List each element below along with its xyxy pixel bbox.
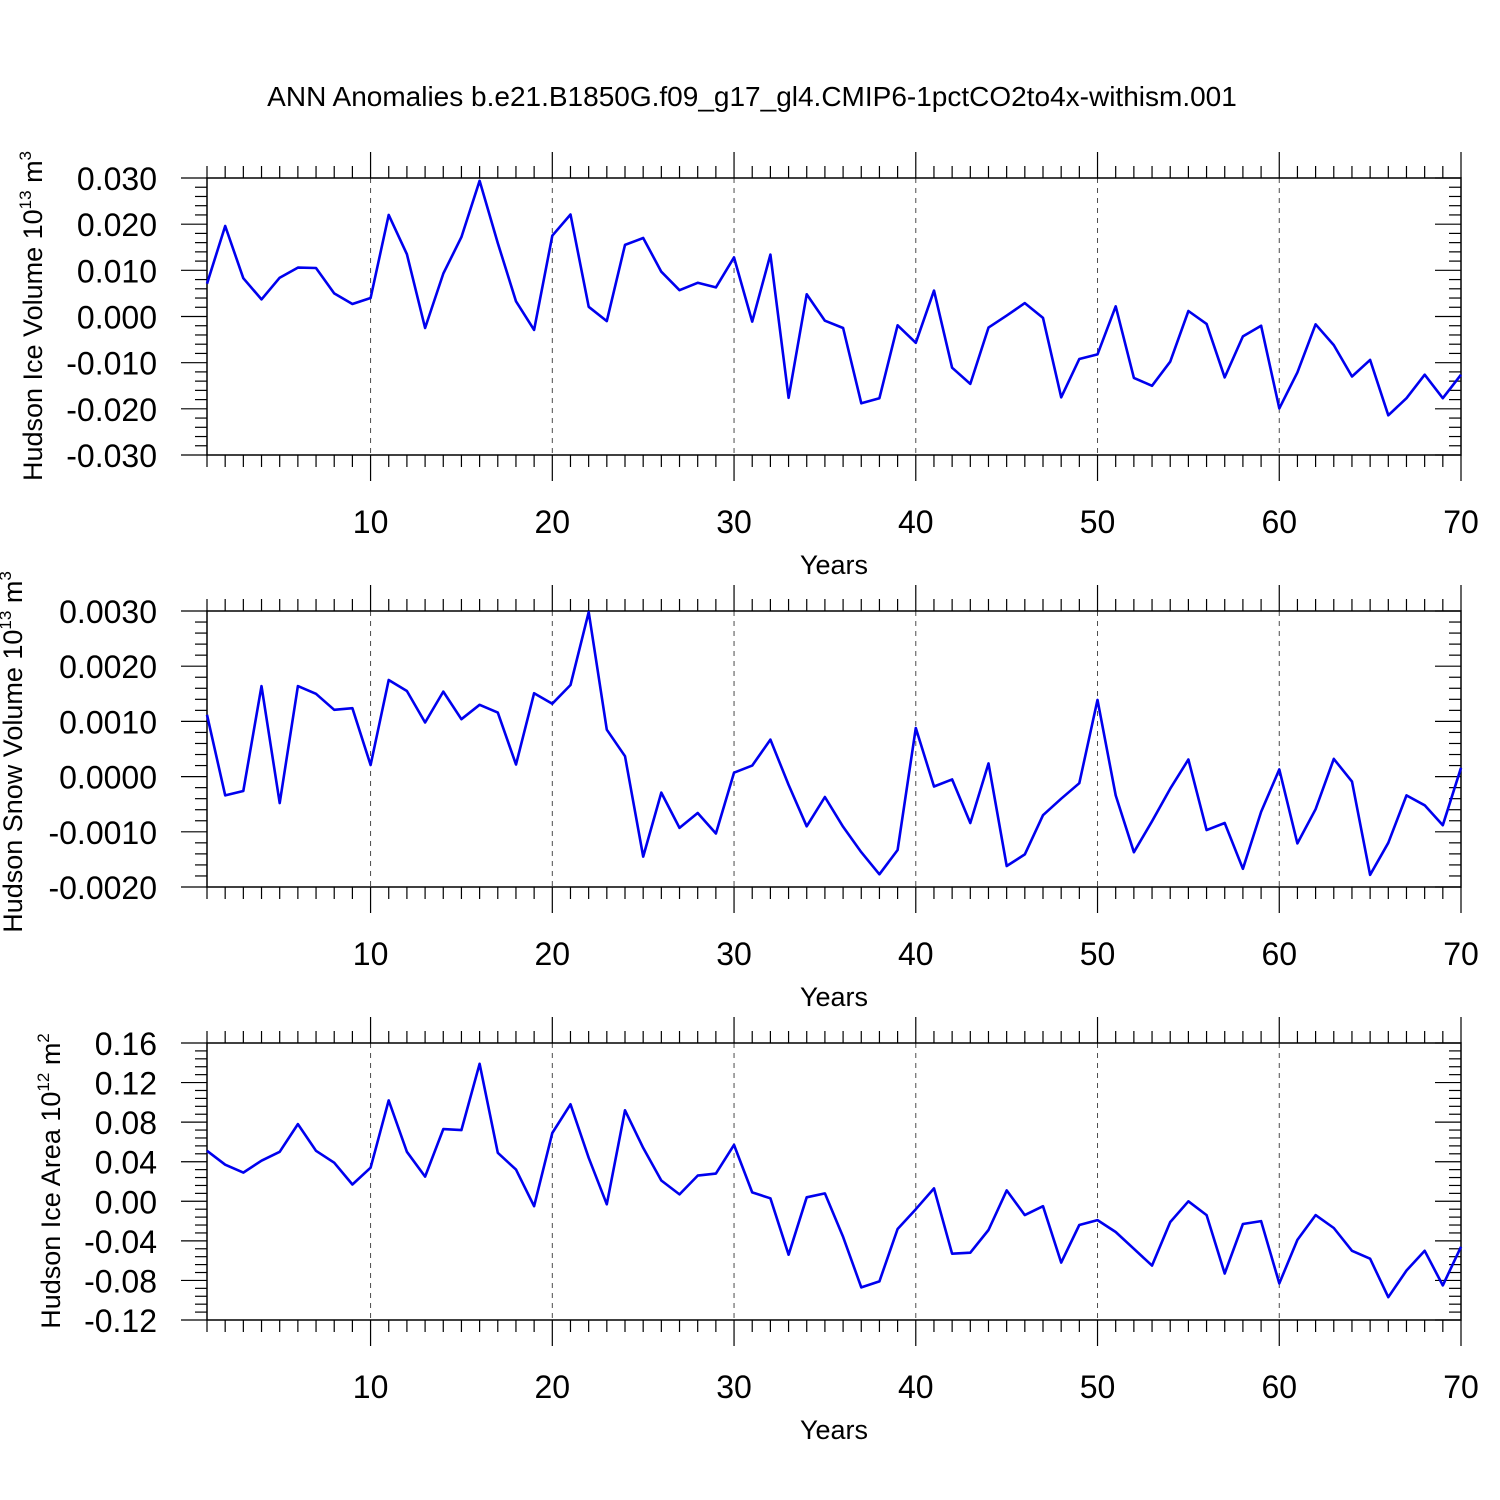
x-tick-label: 70 [1443, 936, 1479, 972]
y-axis-label-text: m [0, 581, 28, 611]
plot-frame [206, 610, 1462, 888]
y-tick-label: 0.04 [95, 1145, 157, 1181]
x-tick-label: 40 [898, 504, 934, 540]
x-tick-label: 50 [1080, 1369, 1116, 1405]
x-tick-label: 50 [1080, 936, 1116, 972]
chart-panel-1: 0.030 0.020 0.010 0.000 -0.010 -0.020 -0.030 10… [16, 151, 1479, 580]
x-tick-label: 20 [535, 936, 571, 972]
y-axis-label-text: m [18, 160, 48, 190]
y-tick-label: 0.08 [95, 1105, 157, 1141]
y-tick-label: 0.000 [77, 300, 157, 336]
x-axis-label: Years [800, 1415, 868, 1445]
series-line [206, 1062, 1463, 1299]
y-tick-label: 0.030 [77, 161, 157, 197]
series-line [205, 610, 1463, 877]
y-axis-label-superscript: 3 [0, 571, 15, 580]
y-axis-label-text: Hudson Ice Volume 10 [18, 209, 48, 481]
y-axis-label: Hudson Snow Volume 1013 m3 [0, 571, 28, 933]
y-tick-label: 0.0020 [59, 649, 157, 685]
x-tick-label: 60 [1261, 1369, 1297, 1405]
y-tick-label: -0.12 [84, 1303, 157, 1339]
y-axis-label-superscript: 13 [16, 190, 35, 209]
y-axis-label-superscript: 3 [16, 151, 35, 160]
x-tick-label: 50 [1080, 504, 1116, 540]
x-tick-label: 30 [716, 1369, 752, 1405]
y-axis-label-text: Hudson Ice Area 10 [36, 1092, 66, 1329]
y-tick-label: 0.16 [95, 1026, 157, 1062]
y-tick-label: -0.08 [84, 1263, 157, 1299]
plot-frame [206, 177, 1462, 456]
x-tick-label: 30 [716, 504, 752, 540]
x-tick-label: 10 [353, 936, 389, 972]
y-axis-label: Hudson Ice Area 1012 m2 [34, 1033, 66, 1329]
x-axis-label: Years [800, 550, 868, 580]
y-tick-label: 0.0030 [59, 594, 157, 630]
y-tick-label: -0.010 [66, 346, 157, 382]
y-axis-label-superscript: 12 [34, 1073, 53, 1092]
y-axis-label-superscript: 13 [0, 611, 15, 630]
y-tick-label: -0.04 [84, 1224, 157, 1260]
chart-panel-3: 0.16 0.120.08 0.040.00 -0.04-0.08 -0.12 10 20 3… [34, 1017, 1479, 1445]
x-tick-label: 30 [716, 936, 752, 972]
x-tick-label: 60 [1261, 936, 1297, 972]
figure-title: ANN Anomalies b.e21.B1850G.f09_g17_gl4.C… [267, 81, 1237, 112]
x-tick-label: 20 [535, 1369, 571, 1405]
y-tick-label: 0.010 [77, 253, 157, 289]
x-tick-label: 40 [898, 1369, 934, 1405]
x-axis-label: Years [800, 982, 868, 1012]
y-tick-label: 0.0010 [59, 704, 157, 740]
y-axis-label: Hudson Ice Volume 1013 m3 [16, 151, 48, 481]
chart-panel-2: 0.0030 0.0020 0.0010 0.0000 -0.0010 -0.0020 10… [0, 571, 1479, 1012]
y-tick-label: 0.020 [77, 207, 157, 243]
y-axis-label-text: Hudson Snow Volume 10 [0, 630, 28, 933]
y-tick-label: -0.020 [66, 392, 157, 428]
y-tick-label: -0.0020 [48, 870, 157, 906]
x-tick-label: 70 [1443, 1369, 1479, 1405]
plot-frame [206, 1042, 1462, 1321]
y-axis-label-superscript: 2 [34, 1033, 53, 1042]
x-tick-label: 10 [353, 504, 389, 540]
y-tick-label: 0.00 [95, 1184, 157, 1220]
y-tick-label: -0.030 [66, 438, 157, 474]
x-tick-label: 10 [353, 1369, 389, 1405]
y-axis-label-text: m [36, 1043, 66, 1073]
y-tick-label: 0.12 [95, 1066, 157, 1102]
x-tick-label: 60 [1261, 504, 1297, 540]
x-tick-label: 70 [1443, 504, 1479, 540]
y-tick-label: -0.0010 [48, 815, 157, 851]
x-tick-label: 40 [898, 936, 934, 972]
y-tick-label: 0.0000 [59, 760, 157, 796]
x-tick-label: 20 [535, 504, 571, 540]
series-line [205, 179, 1463, 417]
